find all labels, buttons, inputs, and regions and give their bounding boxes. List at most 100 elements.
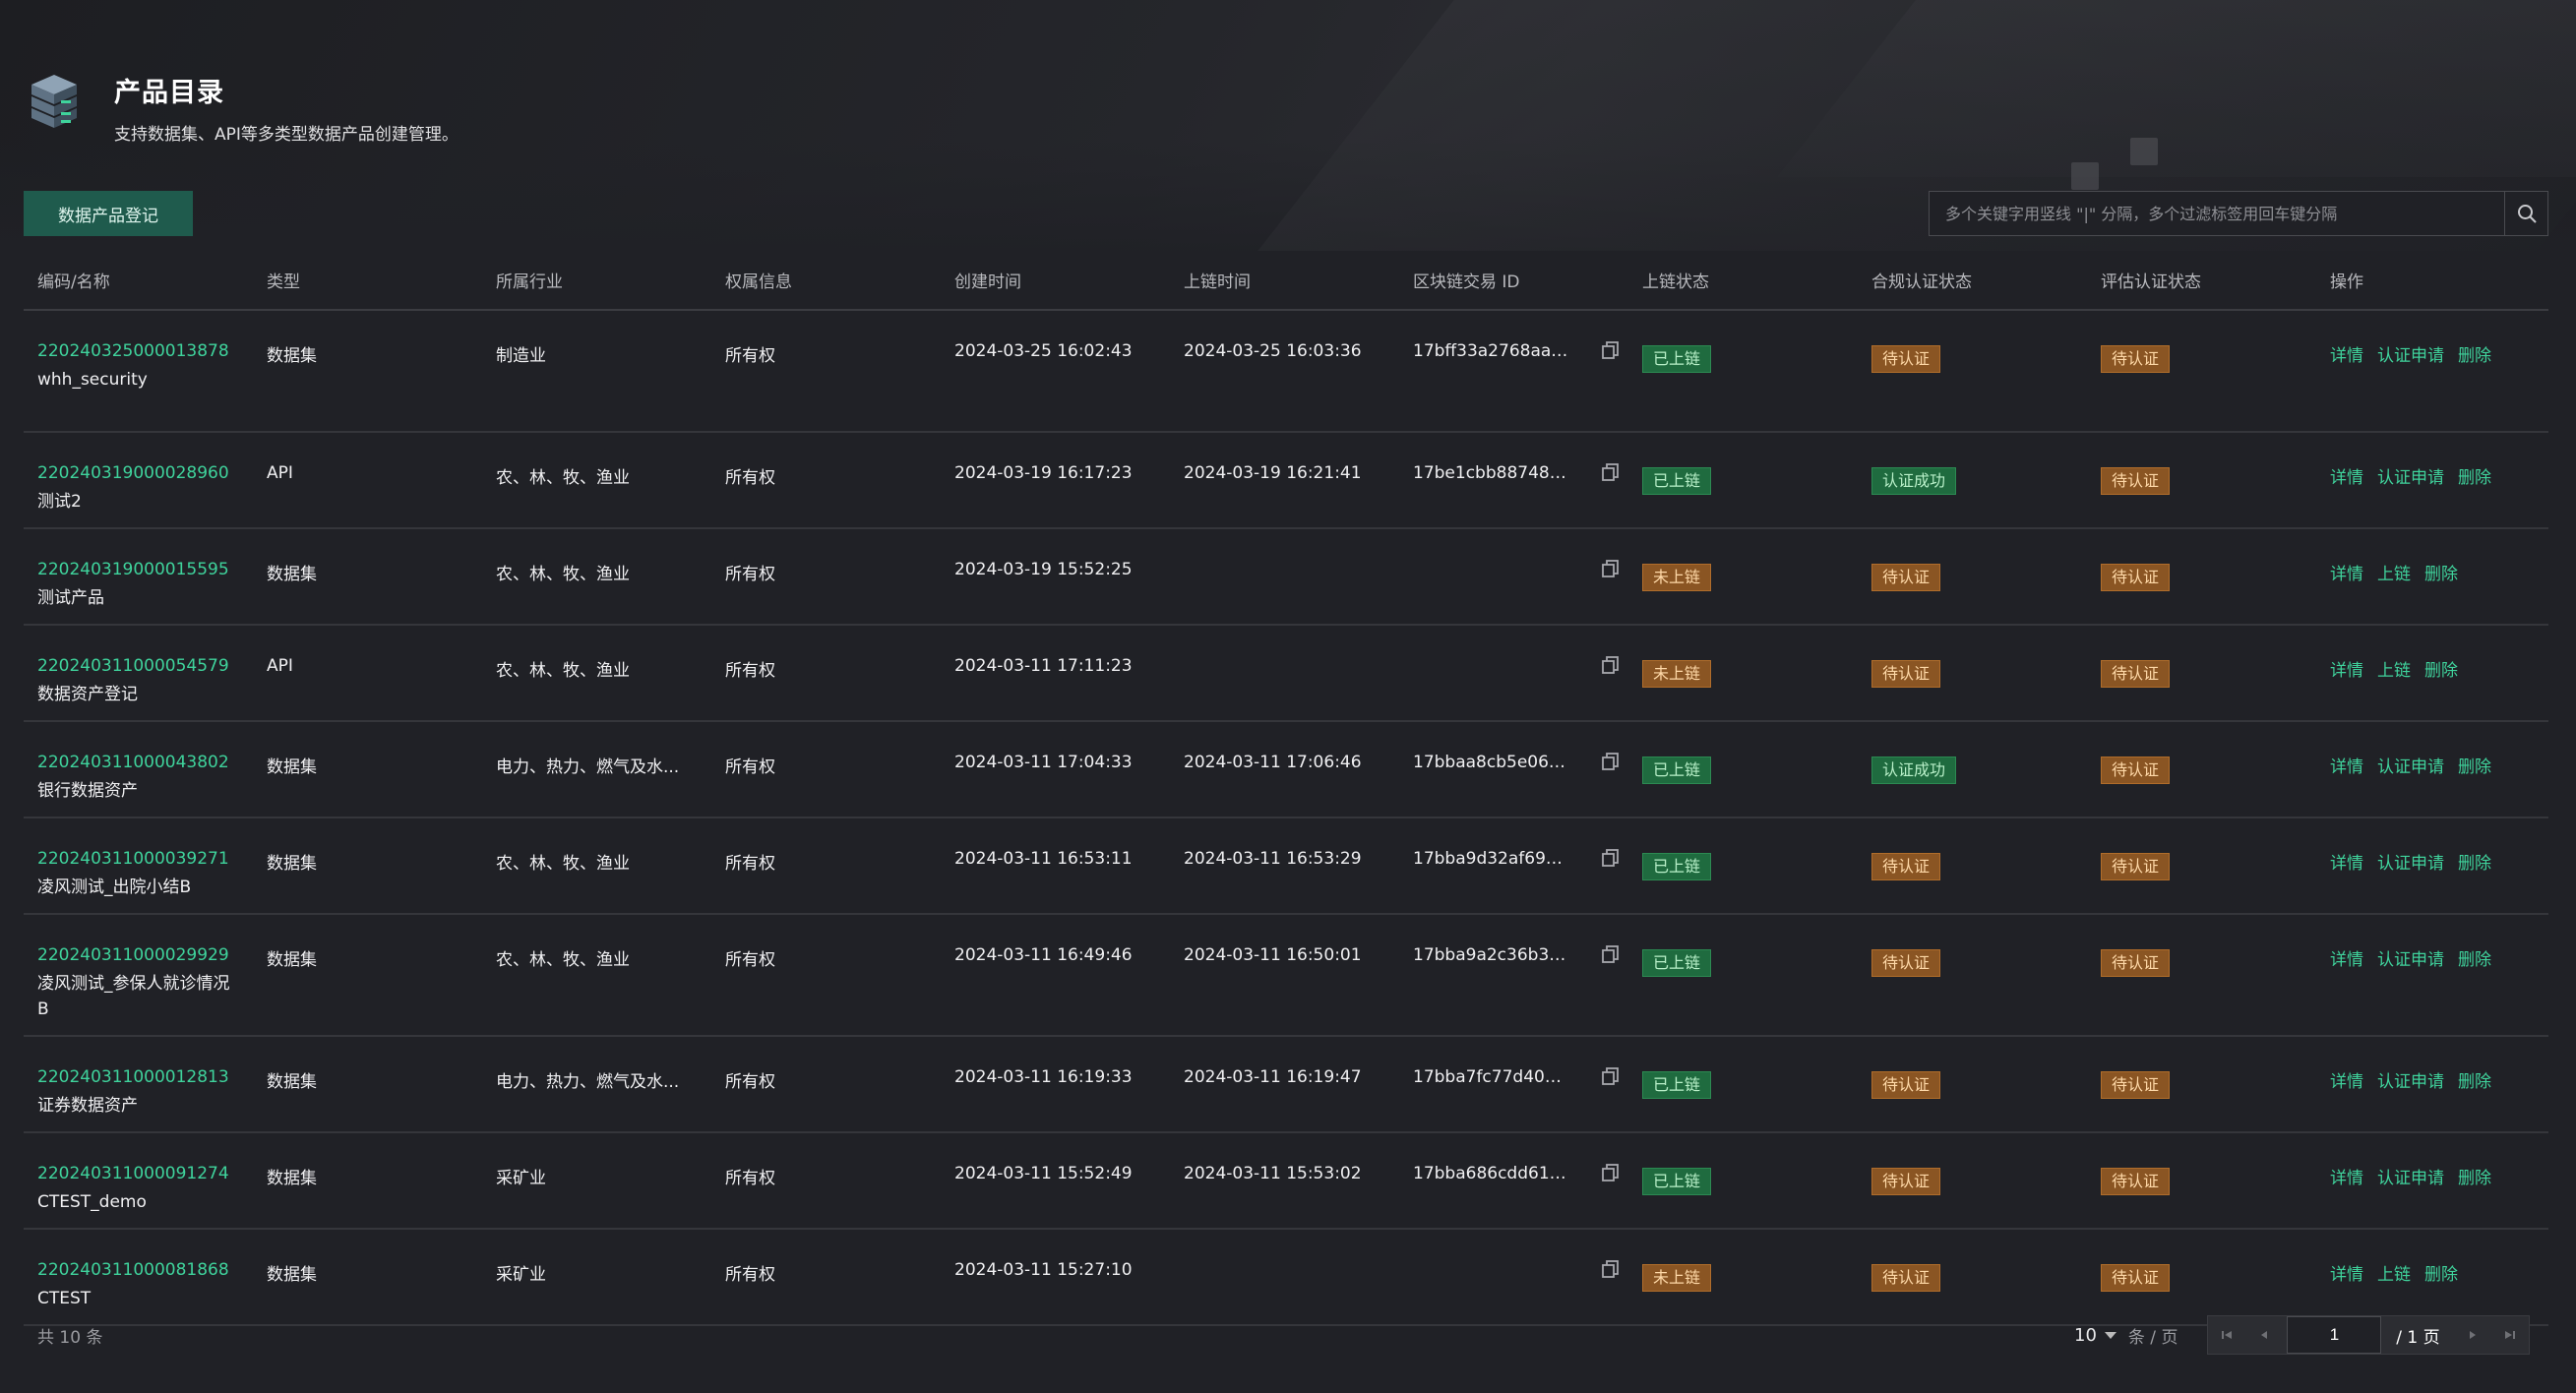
row-action-link[interactable]: 认证申请 xyxy=(2377,1169,2444,1188)
row-action-link[interactable]: 详情 xyxy=(2330,854,2363,874)
pagination: 10 条 / 页 / 1 页 xyxy=(2074,1315,2531,1355)
column-header: 上链状态 xyxy=(1628,251,1858,311)
copy-icon[interactable] xyxy=(1600,654,1622,676)
product-name: CTEST_demo xyxy=(37,1192,147,1212)
row-action-link[interactable]: 详情 xyxy=(2330,950,2363,970)
status-badge: 待认证 xyxy=(2101,564,2171,591)
row-action-link[interactable]: 删除 xyxy=(2458,1169,2491,1188)
row-action-link[interactable]: 删除 xyxy=(2458,854,2491,874)
total-count: 共 10 条 xyxy=(37,1328,103,1348)
copy-icon[interactable] xyxy=(1600,461,1622,483)
status-badge: 未上链 xyxy=(1642,660,1712,688)
copy-icon[interactable] xyxy=(1600,339,1622,361)
status-badge: 待认证 xyxy=(1871,949,1941,977)
product-code-link[interactable]: 220240311000012813 xyxy=(37,1067,229,1087)
status-badge: 待认证 xyxy=(2101,949,2171,977)
product-code-link[interactable]: 220240311000091274 xyxy=(37,1164,229,1183)
row-action-link[interactable]: 详情 xyxy=(2330,346,2363,366)
product-code-link[interactable]: 220240311000043802 xyxy=(37,753,229,772)
row-action-link[interactable]: 认证申请 xyxy=(2377,346,2444,366)
txid-cell xyxy=(1399,528,1628,626)
copy-icon[interactable] xyxy=(1600,751,1622,772)
copy-icon[interactable] xyxy=(1600,1162,1622,1183)
row-action-link[interactable]: 认证申请 xyxy=(2377,468,2444,488)
row-action-link[interactable]: 认证申请 xyxy=(2377,757,2444,777)
industry-cell: 农、林、牧、渔业 xyxy=(482,432,711,529)
search-box xyxy=(1929,191,2548,236)
txid-cell xyxy=(1399,625,1628,722)
product-code-link[interactable]: 220240311000054579 xyxy=(37,656,229,676)
compliance-status-cell: 待认证 xyxy=(1858,310,2087,433)
row-action-link[interactable]: 删除 xyxy=(2458,1072,2491,1092)
product-code-link[interactable]: 220240311000029929 xyxy=(37,945,229,965)
next-page-button[interactable] xyxy=(2454,1316,2491,1354)
copy-icon[interactable] xyxy=(1600,943,1622,965)
table-row: 220240311000039271 凌风测试_出院小结B 数据集 农、林、牧、渔业 所… xyxy=(24,818,2548,915)
code-name-cell: 220240311000054579 数据资产登记 xyxy=(24,625,253,722)
product-code-link[interactable]: 220240319000028960 xyxy=(37,463,229,483)
copy-icon[interactable] xyxy=(1600,558,1622,579)
table-row: 220240319000028960 测试2 API 农、林、牧、渔业 所有权 2024-… xyxy=(24,432,2548,529)
row-action-link[interactable]: 详情 xyxy=(2330,468,2363,488)
copy-icon[interactable] xyxy=(1600,1258,1622,1280)
row-action-link[interactable]: 认证申请 xyxy=(2377,1072,2444,1092)
prev-page-button[interactable] xyxy=(2245,1316,2283,1354)
product-code-link[interactable]: 220240311000039271 xyxy=(37,849,229,869)
row-action-link[interactable]: 认证申请 xyxy=(2377,950,2444,970)
row-action-link[interactable]: 上链 xyxy=(2377,1265,2411,1285)
status-badge: 已上链 xyxy=(1642,1071,1712,1099)
evaluation-status-cell: 待认证 xyxy=(2087,818,2316,915)
row-action-link[interactable]: 删除 xyxy=(2458,757,2491,777)
row-action-link[interactable]: 详情 xyxy=(2330,565,2363,584)
row-action-link[interactable]: 详情 xyxy=(2330,757,2363,777)
txid-value: 17bba686cdd611... xyxy=(1413,1164,1570,1183)
product-name: 凌风测试_参保人就诊情况B xyxy=(37,974,230,1019)
created-time-cell: 2024-03-11 15:52:49 xyxy=(941,1132,1170,1230)
row-action-link[interactable]: 上链 xyxy=(2377,565,2411,584)
page-size-select[interactable]: 10 xyxy=(2074,1325,2116,1346)
status-badge: 待认证 xyxy=(2101,345,2171,373)
product-code-link[interactable]: 220240311000081868 xyxy=(37,1260,229,1280)
chain-status-cell: 已上链 xyxy=(1628,818,1858,915)
type-cell: 数据集 xyxy=(253,310,482,433)
code-name-cell: 220240311000012813 证券数据资产 xyxy=(24,1036,253,1133)
row-action-link[interactable]: 删除 xyxy=(2458,346,2491,366)
register-product-button[interactable]: 数据产品登记 xyxy=(24,191,193,236)
ownership-cell: 所有权 xyxy=(711,1229,941,1326)
row-action-link[interactable]: 详情 xyxy=(2330,661,2363,681)
search-button[interactable] xyxy=(2504,192,2547,235)
first-page-button[interactable] xyxy=(2208,1316,2245,1354)
copy-icon[interactable] xyxy=(1600,1065,1622,1087)
chain-time-cell: 2024-03-11 16:50:01 xyxy=(1170,914,1399,1037)
row-action-link[interactable]: 删除 xyxy=(2458,468,2491,488)
row-action-link[interactable]: 上链 xyxy=(2377,661,2411,681)
status-badge: 已上链 xyxy=(1642,853,1712,880)
last-page-button[interactable] xyxy=(2491,1316,2529,1354)
industry-cell: 采矿业 xyxy=(482,1132,711,1230)
row-action-link[interactable]: 详情 xyxy=(2330,1169,2363,1188)
industry-value: 农、林、牧、渔业 xyxy=(496,468,630,488)
copy-icon[interactable] xyxy=(1600,847,1622,869)
row-action-link[interactable]: 删除 xyxy=(2458,950,2491,970)
row-action-link[interactable]: 删除 xyxy=(2424,565,2458,584)
industry-cell: 电力、热力、燃气及水... xyxy=(482,721,711,818)
table-header-row: 编码/名称 类型 所属行业 权属信息 创建时间 上链时间 区块链交易 ID 上链… xyxy=(24,251,2548,311)
row-action-link[interactable]: 详情 xyxy=(2330,1072,2363,1092)
status-badge: 已上链 xyxy=(1642,1168,1712,1195)
product-code-link[interactable]: 220240319000015595 xyxy=(37,560,229,579)
chain-time-cell: 2024-03-11 16:53:29 xyxy=(1170,818,1399,915)
row-action-link[interactable]: 删除 xyxy=(2424,1265,2458,1285)
next-page-icon xyxy=(2470,1331,2477,1339)
status-badge: 待认证 xyxy=(1871,1168,1941,1195)
page-number-input[interactable] xyxy=(2287,1316,2382,1354)
row-action-link[interactable]: 认证申请 xyxy=(2377,854,2444,874)
product-code-link[interactable]: 220240325000013878 xyxy=(37,341,229,361)
search-input[interactable] xyxy=(1930,192,2504,235)
row-action-link[interactable]: 删除 xyxy=(2424,661,2458,681)
status-badge: 未上链 xyxy=(1642,564,1712,591)
status-badge: 待认证 xyxy=(2101,467,2171,495)
row-action-link[interactable]: 详情 xyxy=(2330,1265,2363,1285)
code-name-cell: 220240311000029929 凌风测试_参保人就诊情况B xyxy=(24,914,253,1037)
ownership-cell: 所有权 xyxy=(711,1132,941,1230)
chain-status-cell: 已上链 xyxy=(1628,432,1858,529)
